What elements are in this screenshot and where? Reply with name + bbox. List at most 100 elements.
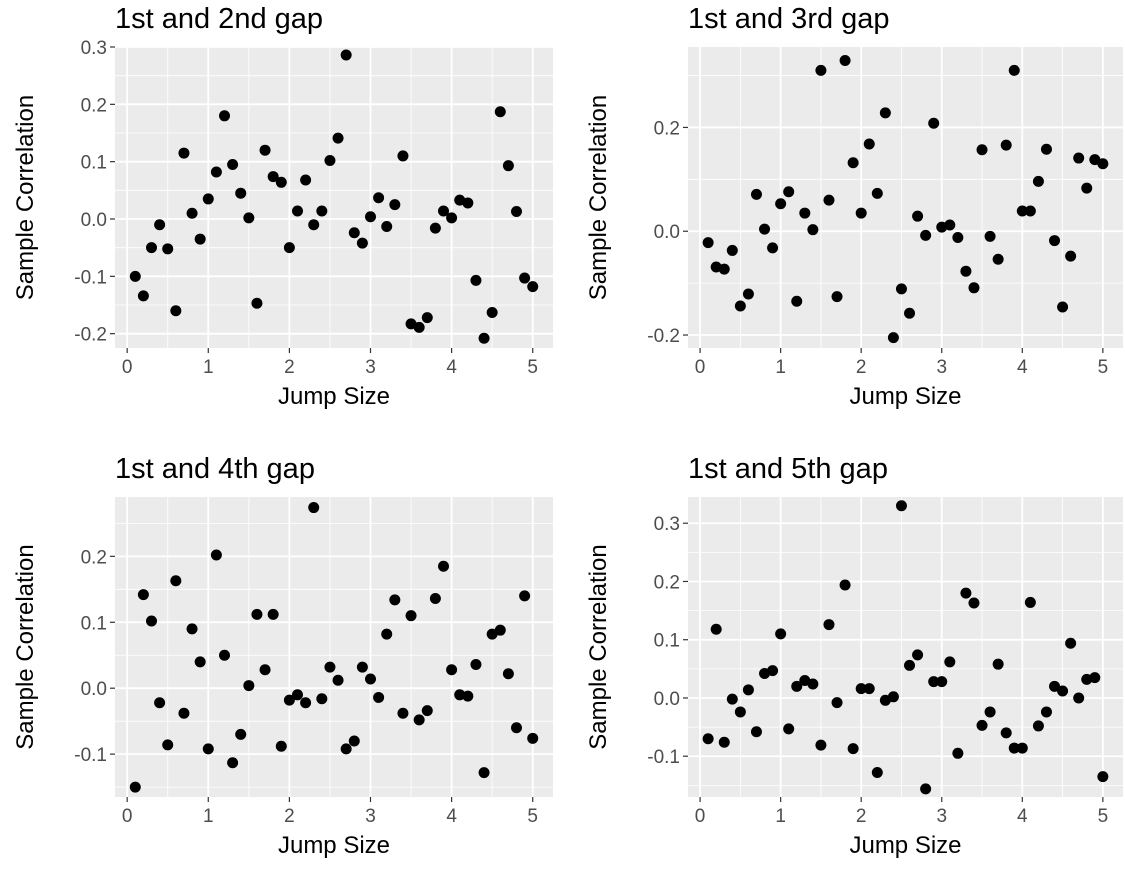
data-point xyxy=(348,735,360,747)
data-point xyxy=(316,205,328,217)
data-point xyxy=(470,274,482,286)
data-point xyxy=(775,628,787,640)
data-point xyxy=(791,295,803,307)
data-point xyxy=(718,736,730,748)
data-point xyxy=(365,211,376,223)
data-point xyxy=(750,726,762,738)
data-point xyxy=(920,229,932,241)
data-point xyxy=(267,608,279,620)
data-point xyxy=(710,623,722,635)
data-point xyxy=(210,549,222,561)
data-point xyxy=(438,205,449,217)
data-point xyxy=(267,171,279,183)
data-point xyxy=(381,628,393,640)
data-point xyxy=(527,281,539,293)
data-point xyxy=(389,594,401,606)
data-point xyxy=(1016,742,1028,754)
data-point xyxy=(300,174,312,186)
data-point xyxy=(454,689,466,701)
y-tick-label: 0.0 xyxy=(654,689,680,710)
data-point xyxy=(332,674,344,686)
data-point xyxy=(1016,205,1028,217)
x-tick-label: 0 xyxy=(695,806,706,827)
data-point xyxy=(478,767,490,779)
data-point xyxy=(904,659,916,671)
x-tick-label: 4 xyxy=(446,357,457,378)
x-tick-label: 2 xyxy=(284,806,295,827)
data-point xyxy=(791,680,803,692)
data-point xyxy=(332,132,344,144)
data-point xyxy=(527,732,539,744)
y-tick-label: 0.3 xyxy=(81,38,107,59)
data-point xyxy=(373,192,385,204)
data-point xyxy=(421,705,433,717)
data-point xyxy=(871,767,883,779)
data-point xyxy=(984,706,996,718)
x-axis-title: Jump Size xyxy=(278,832,390,859)
data-point xyxy=(186,207,198,219)
y-tick-label: 0.1 xyxy=(81,153,107,174)
data-point xyxy=(807,678,819,690)
data-point xyxy=(944,656,956,668)
data-point xyxy=(920,783,932,795)
data-point xyxy=(235,728,247,740)
data-point xyxy=(976,719,988,731)
data-point xyxy=(815,739,827,751)
data-point xyxy=(750,188,762,200)
data-point xyxy=(1065,637,1077,649)
x-axis-title: Jump Size xyxy=(278,383,390,410)
data-point xyxy=(742,288,754,300)
data-point xyxy=(1057,685,1069,697)
data-point xyxy=(1049,680,1061,692)
y-tick-label: 0.0 xyxy=(81,210,107,231)
data-point xyxy=(895,283,907,295)
data-point xyxy=(462,690,474,702)
data-point xyxy=(210,166,222,178)
data-point xyxy=(855,207,867,219)
data-point xyxy=(324,155,336,167)
data-point xyxy=(308,219,320,231)
x-tick-label: 3 xyxy=(936,357,947,378)
data-point xyxy=(178,707,190,719)
data-point xyxy=(397,707,409,719)
x-tick-label: 0 xyxy=(122,357,133,378)
data-point xyxy=(519,590,531,602)
x-tick-label: 1 xyxy=(775,357,786,378)
data-point xyxy=(992,658,1004,670)
data-point xyxy=(494,624,506,636)
data-point xyxy=(162,739,174,751)
data-point xyxy=(968,597,980,609)
data-point xyxy=(1040,143,1052,155)
data-point xyxy=(137,589,149,601)
data-point xyxy=(308,502,320,514)
data-point xyxy=(446,212,458,224)
data-point xyxy=(194,233,206,245)
data-point xyxy=(702,733,714,745)
data-point xyxy=(478,332,490,344)
y-tick-label: 0.0 xyxy=(81,679,107,700)
data-point xyxy=(1024,596,1036,608)
data-point xyxy=(170,305,182,317)
data-point xyxy=(960,587,972,599)
data-point xyxy=(734,706,746,718)
data-point xyxy=(511,722,522,734)
data-point xyxy=(726,244,738,256)
x-tick-label: 5 xyxy=(527,357,538,378)
x-tick-label: 2 xyxy=(856,806,867,827)
data-point xyxy=(275,176,287,188)
data-point xyxy=(718,263,730,275)
data-point xyxy=(1000,727,1012,739)
y-tick-label: 0.1 xyxy=(81,613,107,634)
data-point xyxy=(405,610,417,622)
data-point xyxy=(895,500,907,512)
data-point xyxy=(519,272,531,284)
data-point xyxy=(904,307,916,319)
data-point xyxy=(863,138,875,150)
data-point xyxy=(446,664,458,676)
data-point xyxy=(259,144,271,156)
data-point xyxy=(502,160,514,172)
data-point xyxy=(887,332,899,344)
data-point xyxy=(702,237,714,249)
y-tick-label: 0.1 xyxy=(654,631,680,652)
